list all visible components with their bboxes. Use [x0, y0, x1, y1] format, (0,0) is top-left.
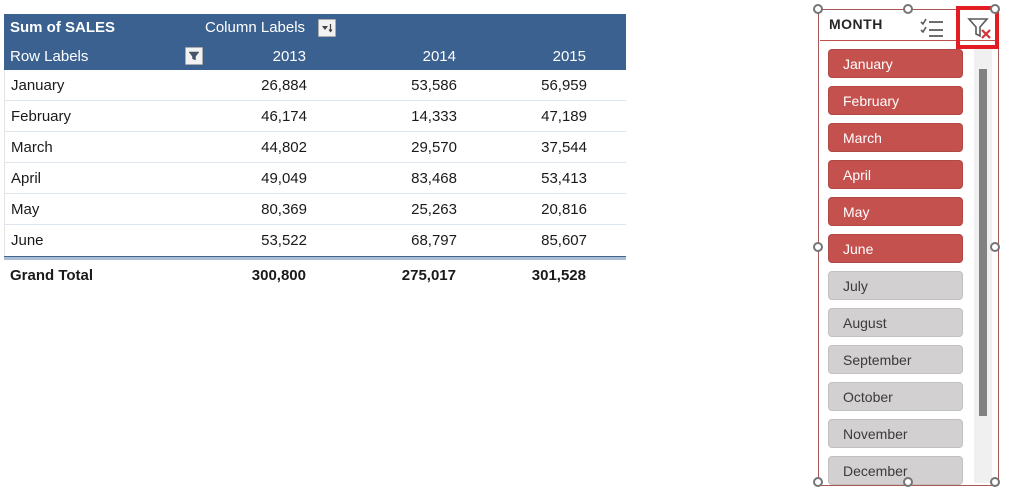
- slicer-item-march[interactable]: March: [828, 123, 963, 152]
- dropdown-arrow-icon: [322, 24, 333, 33]
- slicer-item-list: January February March April May June Ju…: [828, 49, 963, 485]
- cell-value: 53,413: [541, 169, 587, 187]
- grand-total-divider: [4, 256, 626, 260]
- cell-value: 26,884: [261, 76, 307, 94]
- multi-select-icon: [920, 18, 943, 37]
- column-header-2013: 2013: [272, 47, 306, 65]
- grand-total-value: 301,528: [531, 267, 586, 284]
- cell-value: 44,802: [261, 138, 307, 156]
- cell-value: 85,607: [541, 232, 587, 249]
- slicer-item-december[interactable]: December: [828, 456, 963, 485]
- column-header-2014: 2014: [422, 47, 456, 65]
- grand-total-row: Grand Total 300,800 275,017 301,528: [4, 260, 626, 291]
- resize-handle-mid-right[interactable]: [990, 242, 1000, 252]
- clear-filter-button[interactable]: [965, 17, 995, 41]
- clear-filter-icon: [967, 18, 991, 39]
- slicer-item-july[interactable]: July: [828, 271, 963, 300]
- row-label: April: [11, 169, 42, 187]
- table-row: January 26,884 53,586 56,959: [5, 70, 626, 101]
- slicer-item-january[interactable]: January: [828, 49, 963, 78]
- funnel-icon: [188, 51, 200, 61]
- grand-total-value: 275,017: [401, 267, 456, 284]
- pivot-title: Sum of SALES: [10, 19, 116, 36]
- cell-value: 37,544: [541, 138, 587, 156]
- slicer-item-october[interactable]: October: [828, 382, 963, 411]
- slicer-scrollbar[interactable]: [974, 45, 992, 483]
- cell-value: 46,174: [261, 107, 307, 125]
- grand-total-label: Grand Total: [10, 267, 94, 284]
- row-label: February: [11, 107, 72, 125]
- cell-value: 29,570: [411, 138, 457, 156]
- pivot-table: Sum of SALES Column Labels Row Labels 20…: [4, 14, 626, 291]
- table-row: June 53,522 68,797 85,607: [5, 225, 626, 256]
- slicer-item-august[interactable]: August: [828, 308, 963, 337]
- resize-handle-top-left[interactable]: [813, 4, 823, 14]
- row-label: January: [11, 76, 65, 94]
- row-labels-caption: Row Labels: [10, 47, 89, 65]
- cell-value: 68,797: [411, 232, 457, 249]
- pivot-header-row-1: Sum of SALES Column Labels: [4, 14, 626, 42]
- cell-value: 53,586: [411, 76, 457, 94]
- cell-value: 80,369: [261, 200, 307, 218]
- cell-value: 83,468: [411, 169, 457, 187]
- slicer-item-february[interactable]: February: [828, 86, 963, 115]
- slicer-scrollbar-thumb[interactable]: [979, 69, 987, 416]
- row-label: June: [11, 232, 44, 249]
- resize-handle-bottom-center[interactable]: [903, 477, 913, 487]
- resize-handle-top-center[interactable]: [903, 4, 913, 14]
- pivot-body: January 26,884 53,586 56,959 February 46…: [4, 70, 626, 256]
- multi-select-button[interactable]: [917, 17, 947, 39]
- table-row: March 44,802 29,570 37,544: [5, 132, 626, 163]
- month-slicer: MONTH January: [813, 4, 1000, 487]
- cell-value: 56,959: [541, 76, 587, 94]
- table-row: February 46,174 14,333 47,189: [5, 101, 626, 132]
- cell-value: 53,522: [261, 232, 307, 249]
- row-label: March: [11, 138, 53, 156]
- table-row: May 80,369 25,263 20,816: [5, 194, 626, 225]
- cell-value: 20,816: [541, 200, 587, 218]
- resize-handle-mid-left[interactable]: [813, 242, 823, 252]
- cell-value: 14,333: [411, 107, 457, 125]
- slicer-item-november[interactable]: November: [828, 419, 963, 448]
- slicer-title: MONTH: [829, 16, 883, 32]
- slicer-item-september[interactable]: September: [828, 345, 963, 374]
- grand-total-value: 300,800: [251, 267, 306, 284]
- column-labels-filter-button[interactable]: [318, 19, 336, 37]
- slicer-frame: MONTH January: [818, 9, 999, 486]
- pivot-header-row-2: Row Labels 2013 2014 2015: [4, 42, 626, 70]
- resize-handle-top-right[interactable]: [990, 4, 1000, 14]
- resize-handle-bottom-left[interactable]: [813, 477, 823, 487]
- column-labels-caption: Column Labels: [205, 19, 306, 36]
- row-label: May: [11, 200, 40, 218]
- cell-value: 25,263: [411, 200, 457, 218]
- table-row: April 49,049 83,468 53,413: [5, 163, 626, 194]
- column-header-2015: 2015: [552, 47, 586, 65]
- cell-value: 47,189: [541, 107, 587, 125]
- slicer-item-may[interactable]: May: [828, 197, 963, 226]
- slicer-item-april[interactable]: April: [828, 160, 963, 189]
- slicer-header-divider: [820, 40, 997, 41]
- row-labels-filter-button[interactable]: [185, 47, 203, 65]
- cell-value: 49,049: [261, 169, 307, 187]
- resize-handle-bottom-right[interactable]: [990, 477, 1000, 487]
- slicer-item-june[interactable]: June: [828, 234, 963, 263]
